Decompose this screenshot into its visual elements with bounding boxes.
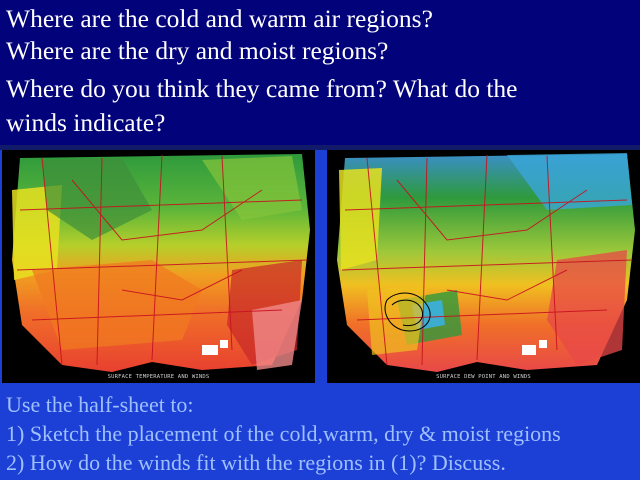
dewpoint-map-caption: SURFACE DEW POINT AND WINDS bbox=[436, 374, 531, 380]
question-line-1: Where are the cold and warm air regions? bbox=[6, 4, 433, 33]
instruction-item-1: 1) Sketch the placement of the cold,warm… bbox=[6, 421, 561, 446]
instruction-item-2: 2) How do the winds fit with the regions… bbox=[6, 450, 506, 475]
temperature-map: SURFACE TEMPERATURE AND WINDS bbox=[2, 150, 315, 383]
temperature-map-caption: SURFACE TEMPERATURE AND WINDS bbox=[107, 374, 210, 380]
header-divider bbox=[0, 145, 640, 150]
dewpoint-map-image bbox=[327, 150, 640, 383]
question-header: Where are the cold and warm air regions?… bbox=[0, 0, 640, 145]
question-line-3: Where do you think they came from? What … bbox=[6, 74, 518, 103]
dewpoint-map: SURFACE DEW POINT AND WINDS bbox=[327, 150, 640, 383]
question-line-2: Where are the dry and moist regions? bbox=[6, 36, 389, 65]
temperature-map-image bbox=[2, 150, 315, 383]
instructions-intro: Use the half-sheet to: bbox=[6, 392, 194, 417]
question-line-4: winds indicate? bbox=[6, 108, 166, 137]
